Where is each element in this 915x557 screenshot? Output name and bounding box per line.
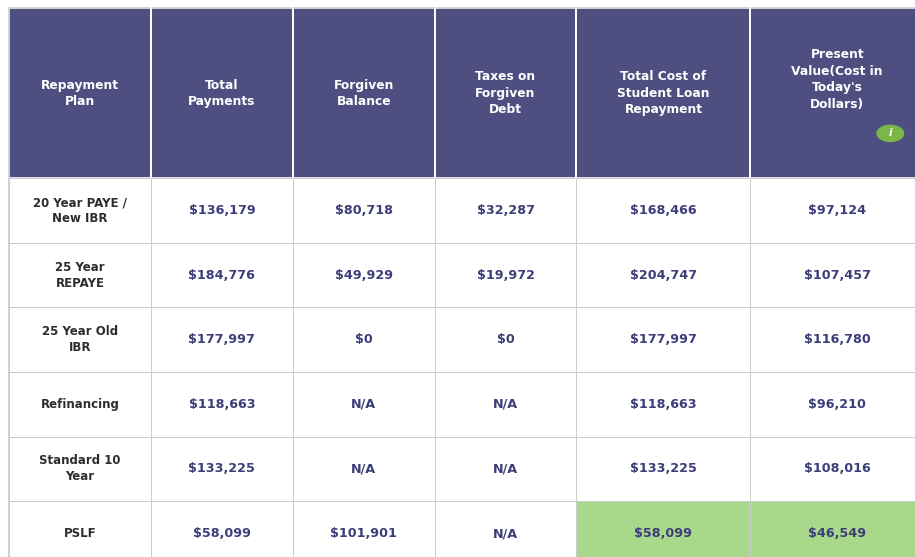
Text: $177,997: $177,997	[630, 333, 697, 346]
Bar	[151, 372, 293, 437]
Bar	[576, 243, 750, 307]
Bar	[293, 307, 435, 372]
Bar	[9, 243, 151, 307]
Text: Total
Payments: Total Payments	[188, 79, 255, 108]
Text: $0: $0	[355, 333, 372, 346]
Text: N/A: N/A	[351, 398, 376, 411]
Bar	[293, 178, 435, 243]
Text: N/A: N/A	[351, 462, 376, 476]
Text: 25 Year
REPAYE: 25 Year REPAYE	[55, 261, 105, 290]
Bar	[435, 8, 576, 178]
Text: 25 Year Old
IBR: 25 Year Old IBR	[42, 325, 118, 354]
Text: $133,225: $133,225	[188, 462, 255, 476]
Text: i: i	[888, 129, 892, 138]
Bar	[435, 307, 576, 372]
Text: $204,747: $204,747	[630, 268, 697, 282]
Text: N/A: N/A	[493, 462, 518, 476]
Bar	[293, 501, 435, 557]
Text: $136,179: $136,179	[188, 204, 255, 217]
Text: Standard 10
Year: Standard 10 Year	[39, 455, 121, 483]
Bar	[9, 372, 151, 437]
Text: 20 Year PAYE /
New IBR: 20 Year PAYE / New IBR	[33, 196, 127, 225]
Bar	[750, 372, 915, 437]
Bar	[576, 501, 750, 557]
Bar	[576, 8, 750, 178]
Text: PSLF: PSLF	[64, 527, 96, 540]
Text: $96,210: $96,210	[808, 398, 867, 411]
Text: $118,663: $118,663	[630, 398, 696, 411]
Bar	[576, 437, 750, 501]
Text: $133,225: $133,225	[630, 462, 697, 476]
Bar	[750, 437, 915, 501]
Text: $49,929: $49,929	[335, 268, 393, 282]
Bar	[9, 8, 151, 178]
Bar	[576, 372, 750, 437]
Text: $107,457: $107,457	[803, 268, 871, 282]
Bar	[293, 437, 435, 501]
Text: Taxes on
Forgiven
Debt: Taxes on Forgiven Debt	[476, 70, 535, 116]
Text: $58,099: $58,099	[634, 527, 693, 540]
Bar	[151, 8, 293, 178]
Bar	[151, 243, 293, 307]
Bar	[435, 178, 576, 243]
Bar	[576, 178, 750, 243]
Text: $97,124: $97,124	[808, 204, 867, 217]
Bar	[750, 307, 915, 372]
Bar	[750, 8, 915, 178]
Text: $32,287: $32,287	[477, 204, 534, 217]
Bar	[750, 243, 915, 307]
Bar	[9, 307, 151, 372]
Text: Forgiven
Balance: Forgiven Balance	[334, 79, 393, 108]
Bar	[151, 307, 293, 372]
Text: Refinancing: Refinancing	[40, 398, 120, 411]
Bar	[293, 243, 435, 307]
Circle shape	[877, 125, 904, 141]
Bar	[293, 372, 435, 437]
Bar	[151, 437, 293, 501]
Bar	[9, 501, 151, 557]
Bar	[435, 372, 576, 437]
Text: N/A: N/A	[493, 527, 518, 540]
Text: Total Cost of
Student Loan
Repayment: Total Cost of Student Loan Repayment	[617, 70, 710, 116]
Text: Repayment
Plan: Repayment Plan	[41, 79, 119, 108]
Bar	[435, 437, 576, 501]
Text: $0: $0	[497, 333, 514, 346]
Bar	[9, 178, 151, 243]
Bar	[293, 8, 435, 178]
Text: $58,099: $58,099	[193, 527, 251, 540]
Bar	[151, 501, 293, 557]
Text: $116,780: $116,780	[804, 333, 870, 346]
Text: $19,972: $19,972	[477, 268, 534, 282]
Bar	[750, 178, 915, 243]
Bar	[576, 307, 750, 372]
Bar	[9, 437, 151, 501]
Text: $108,016: $108,016	[804, 462, 870, 476]
Text: $80,718: $80,718	[335, 204, 393, 217]
Text: $101,901: $101,901	[330, 527, 397, 540]
Bar	[750, 501, 915, 557]
Bar	[151, 178, 293, 243]
Bar	[435, 501, 576, 557]
Text: $168,466: $168,466	[630, 204, 696, 217]
Text: $177,997: $177,997	[188, 333, 255, 346]
Text: $118,663: $118,663	[188, 398, 255, 411]
Bar	[435, 243, 576, 307]
Text: N/A: N/A	[493, 398, 518, 411]
Text: $46,549: $46,549	[808, 527, 867, 540]
Text: $184,776: $184,776	[188, 268, 255, 282]
Text: Present
Value(Cost in
Today's
Dollars): Present Value(Cost in Today's Dollars)	[791, 48, 883, 111]
